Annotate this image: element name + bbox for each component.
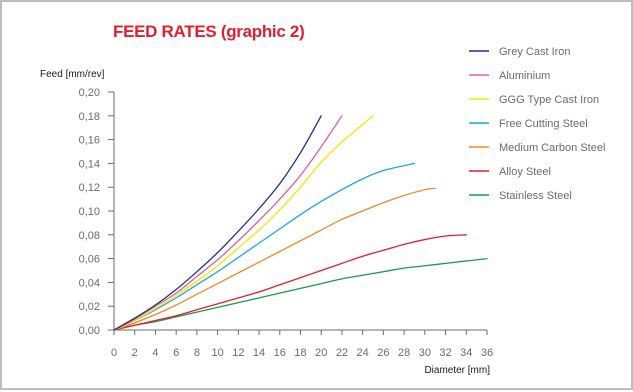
y-tick-label: 0,00 xyxy=(79,325,100,337)
x-tick-label: 26 xyxy=(377,347,389,359)
y-tick-label: 0,12 xyxy=(79,182,100,194)
x-tick-label: 12 xyxy=(232,347,244,359)
x-axis-label: Diameter [mm] xyxy=(424,365,490,376)
legend-label-free-cutting-steel: Free Cutting Steel xyxy=(499,118,588,130)
series-line-alloy-steel xyxy=(113,234,467,331)
x-tick-label: 30 xyxy=(419,347,431,359)
y-tick-label: 0,14 xyxy=(79,158,100,170)
x-tick-label: 2 xyxy=(132,347,138,359)
x-tick-label: 16 xyxy=(274,347,286,359)
y-tick-label: 0,20 xyxy=(79,87,100,99)
x-tick-label: 34 xyxy=(460,347,472,359)
legend-label-grey-cast-iron: Grey Cast Iron xyxy=(499,46,571,58)
y-tick-label: 0,10 xyxy=(79,206,100,218)
series-line-stainless-steel xyxy=(113,257,488,331)
legend-label-alloy-steel: Alloy Steel xyxy=(499,166,551,178)
y-tick-label: 0,18 xyxy=(79,111,100,123)
x-tick-label: 24 xyxy=(357,347,369,359)
x-tick-label: 28 xyxy=(398,347,410,359)
y-tick-label: 0,08 xyxy=(79,230,100,242)
x-tick-label: 4 xyxy=(152,347,158,359)
series-line-grey-cast-iron xyxy=(113,115,322,331)
series-layer xyxy=(113,115,488,331)
x-tick-label: 20 xyxy=(315,347,327,359)
x-tick-label: 0 xyxy=(111,347,117,359)
x-tick-label: 32 xyxy=(439,347,451,359)
y-tick-label: 0,16 xyxy=(79,135,100,147)
y-tick-label: 0,02 xyxy=(79,301,100,313)
legend-label-stainless-steel: Stainless Steel xyxy=(499,190,572,202)
legend-label-aluminium: Aluminium xyxy=(499,70,550,82)
x-tick-label: 10 xyxy=(211,347,223,359)
axes: 0,00 0,02 0,04 0,06 0,08 0,10 0,12 0,14 0,16 0,18… xyxy=(79,87,494,359)
x-tick-label: 14 xyxy=(253,347,265,359)
x-tick-label: 36 xyxy=(481,347,493,359)
series-line-ggg-type-cast-iron xyxy=(113,115,374,331)
series-line-medium-carbon-steel xyxy=(113,187,436,331)
legend: Grey Cast Iron Aluminium GGG Type Cast Iro… xyxy=(469,46,605,202)
y-tick-label: 0,06 xyxy=(79,254,100,266)
legend-label-ggg-type-cast-iron: GGG Type Cast Iron xyxy=(499,94,599,106)
y-axis-label: Feed [mm/rev] xyxy=(40,69,105,80)
y-tick-label: 0,04 xyxy=(79,277,100,289)
x-tick-label: 8 xyxy=(194,347,200,359)
chart-title: FEED RATES (graphic 2) xyxy=(113,22,304,41)
x-tick-label: 18 xyxy=(294,347,306,359)
series-line-free-cutting-steel xyxy=(113,162,416,331)
series-line-aluminium xyxy=(113,115,343,331)
x-tick-label: 6 xyxy=(173,347,179,359)
legend-label-medium-carbon-steel: Medium Carbon Steel xyxy=(499,142,605,154)
x-tick-label: 22 xyxy=(336,347,348,359)
